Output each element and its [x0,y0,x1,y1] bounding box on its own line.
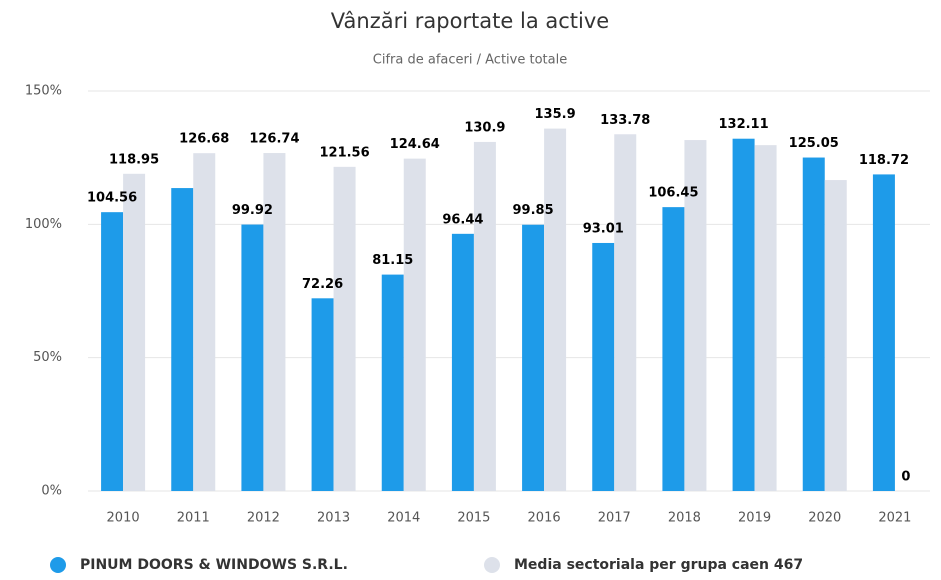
y-tick-label: 100% [25,217,62,232]
data-label: 133.78 [600,113,650,128]
bar [662,207,685,491]
data-label: 121.56 [319,145,369,160]
bar [872,174,895,491]
bar [333,166,356,491]
x-tick-label: 2011 [177,511,210,526]
bar [193,153,216,492]
data-label: 93.01 [583,221,624,236]
legend-label: PINUM DOORS & WINDOWS S.R.L. [80,557,348,573]
bar [451,233,474,491]
x-tick-label: 2017 [598,511,631,526]
y-tick-label: 50% [33,350,62,365]
legend-marker [484,557,500,573]
data-label: 72.26 [302,277,343,292]
x-tick-label: 2019 [738,511,771,526]
bar [614,134,637,491]
bar [123,173,146,492]
bar [171,188,194,492]
chart-title: Vânzări raportate la active [331,9,609,33]
bar [544,128,567,491]
data-label: 0 [901,470,910,485]
data-label: 132.11 [718,117,768,132]
data-label: 106.45 [648,186,698,201]
bar [241,224,264,491]
data-label: 118.72 [859,153,909,168]
data-label: 124.64 [390,137,440,152]
data-label: 130.9 [464,120,505,135]
x-tick-label: 2016 [528,511,561,526]
legend-marker [50,557,66,573]
legend-label: Media sectoriala per grupa caen 467 [514,557,803,573]
data-label: 135.9 [535,107,576,122]
y-tick-label: 0% [41,484,62,499]
bar [522,224,545,491]
bar [732,138,755,491]
bar [381,274,404,491]
bar [592,242,615,491]
bar [263,153,286,491]
bar [473,141,496,491]
bar [101,212,124,491]
x-tick-label: 2015 [457,511,490,526]
bar [754,145,777,491]
x-tick-label: 2010 [107,511,140,526]
x-tick-label: 2021 [878,511,911,526]
data-label: 104.56 [87,191,137,206]
bar [802,157,825,492]
data-label: 118.95 [109,152,159,167]
bar [311,298,334,491]
bar [824,180,847,492]
data-label: 96.44 [442,212,483,227]
data-label: 81.15 [372,253,413,268]
data-label: 99.92 [232,203,273,218]
y-tick-label: 150% [25,84,62,99]
bar [403,158,426,492]
chart-subtitle: Cifra de afaceri / Active totale [373,53,567,68]
x-tick-label: 2012 [247,511,280,526]
bar [684,140,707,492]
x-tick-label: 2018 [668,511,701,526]
x-tick-label: 2013 [317,511,350,526]
data-label: 99.85 [513,203,554,218]
data-label: 126.74 [249,132,299,147]
data-label: 126.68 [179,132,229,147]
x-tick-label: 2020 [808,511,841,526]
x-tick-label: 2014 [387,511,420,526]
data-label: 125.05 [789,136,839,151]
